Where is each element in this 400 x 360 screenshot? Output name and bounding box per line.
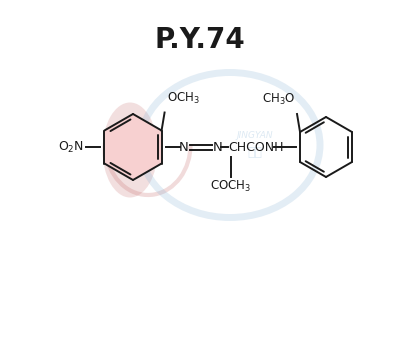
Text: N: N [213, 140, 223, 153]
Text: 精颜: 精颜 [248, 145, 262, 158]
Text: JINGYAN: JINGYAN [237, 131, 273, 140]
Text: CHCONH: CHCONH [228, 140, 284, 153]
Text: COCH$_3$: COCH$_3$ [210, 179, 252, 194]
Text: OCH$_3$: OCH$_3$ [166, 90, 200, 105]
Text: P.Y.74: P.Y.74 [155, 26, 245, 54]
Text: N: N [179, 140, 189, 153]
Ellipse shape [102, 103, 158, 198]
Text: O$_2$N: O$_2$N [58, 139, 84, 154]
Polygon shape [104, 114, 162, 180]
Text: CH$_3$O: CH$_3$O [262, 92, 295, 107]
